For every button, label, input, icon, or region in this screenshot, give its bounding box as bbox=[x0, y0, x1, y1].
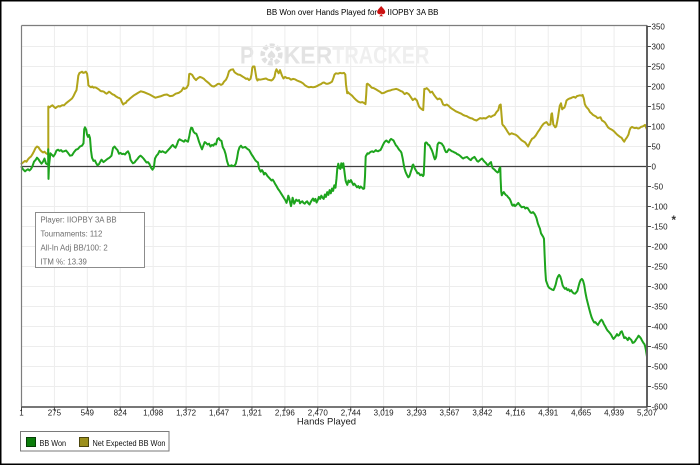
svg-text:-500: -500 bbox=[652, 362, 669, 371]
svg-text:3,567: 3,567 bbox=[439, 409, 460, 418]
svg-text:-550: -550 bbox=[652, 382, 669, 391]
svg-text:-50: -50 bbox=[652, 182, 664, 191]
svg-text:549: 549 bbox=[81, 409, 95, 418]
svg-text:0: 0 bbox=[652, 162, 657, 171]
svg-text:2,744: 2,744 bbox=[341, 409, 362, 418]
svg-text:1: 1 bbox=[19, 409, 24, 418]
svg-text:1,372: 1,372 bbox=[176, 409, 197, 418]
svg-text:All-In Adj BB/100: 2: All-In Adj BB/100: 2 bbox=[41, 244, 108, 253]
svg-text:1,098: 1,098 bbox=[143, 409, 164, 418]
svg-text:-150: -150 bbox=[652, 222, 669, 231]
svg-text:-200: -200 bbox=[652, 242, 669, 251]
svg-text:Net Expected BB Won: Net Expected BB Won bbox=[93, 439, 166, 448]
svg-text:1,921: 1,921 bbox=[242, 409, 263, 418]
svg-text:-600: -600 bbox=[652, 402, 669, 411]
svg-text:-450: -450 bbox=[652, 342, 669, 351]
svg-text:-100: -100 bbox=[652, 202, 669, 211]
svg-text:350: 350 bbox=[652, 22, 666, 31]
svg-text:275: 275 bbox=[48, 409, 62, 418]
svg-text:100: 100 bbox=[652, 122, 666, 131]
svg-text:-250: -250 bbox=[652, 262, 669, 271]
svg-text:4,391: 4,391 bbox=[538, 409, 559, 418]
svg-text:P: P bbox=[240, 43, 254, 70]
svg-text:4,116: 4,116 bbox=[506, 409, 526, 418]
svg-text:Hands Played: Hands Played bbox=[297, 417, 356, 428]
svg-text:1,647: 1,647 bbox=[209, 409, 230, 418]
svg-text:-400: -400 bbox=[652, 322, 669, 331]
svg-text:150: 150 bbox=[652, 102, 666, 111]
svg-text:824: 824 bbox=[114, 409, 128, 418]
svg-text:*: * bbox=[672, 215, 677, 227]
svg-text:BB Won: BB Won bbox=[40, 439, 67, 448]
svg-text:4,665: 4,665 bbox=[571, 409, 592, 418]
svg-text:BB Won over Hands Played for: BB Won over Hands Played for bbox=[267, 8, 378, 17]
svg-text:200: 200 bbox=[652, 82, 666, 91]
svg-text:Player: IIOPBY 3A BB: Player: IIOPBY 3A BB bbox=[41, 216, 117, 225]
svg-text:3,293: 3,293 bbox=[407, 409, 428, 418]
svg-text:300: 300 bbox=[652, 42, 666, 51]
svg-text:2,470: 2,470 bbox=[308, 409, 329, 418]
svg-text:2,196: 2,196 bbox=[275, 409, 296, 418]
svg-text:50: 50 bbox=[652, 142, 661, 151]
svg-text:4,939: 4,939 bbox=[604, 409, 625, 418]
svg-text:-300: -300 bbox=[652, 282, 669, 291]
svg-text:-350: -350 bbox=[652, 302, 669, 311]
svg-text:3,019: 3,019 bbox=[374, 409, 395, 418]
svg-text:ITM %: 13.39: ITM %: 13.39 bbox=[41, 258, 87, 267]
svg-text:Tournaments: 112: Tournaments: 112 bbox=[41, 230, 103, 239]
svg-text:5,207: 5,207 bbox=[637, 409, 658, 418]
svg-text:3,842: 3,842 bbox=[472, 409, 493, 418]
svg-text:IIOPBY 3A BB: IIOPBY 3A BB bbox=[388, 8, 439, 17]
svg-text:250: 250 bbox=[652, 62, 666, 71]
